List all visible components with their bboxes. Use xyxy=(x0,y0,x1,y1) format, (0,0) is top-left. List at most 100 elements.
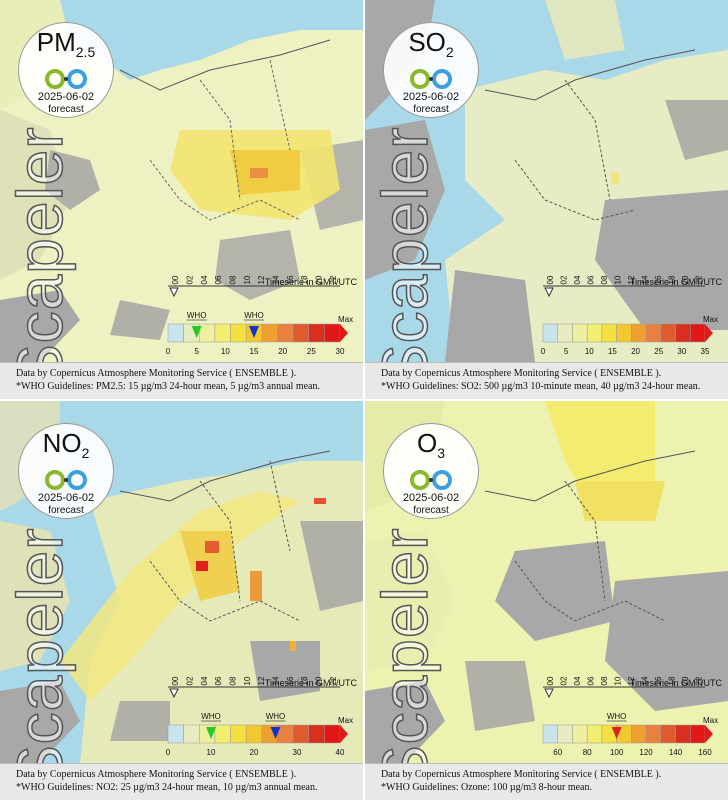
hour-tick-label: 00 xyxy=(546,275,555,284)
scale-swatch xyxy=(167,724,184,744)
scale-tick-label: 10 xyxy=(207,748,216,757)
brand-watermark: Scapeler xyxy=(368,527,442,789)
scale-swatch xyxy=(183,724,200,744)
color-scale-legend: 00 02 04 06 08 10 12 14 16 18 20 22 Max 60 80 100 120 140… xyxy=(535,673,725,768)
scale-tick-label: 15 xyxy=(608,347,617,356)
scale-swatch xyxy=(199,323,216,343)
brand-watermark: Scapeler xyxy=(3,126,77,388)
scale-swatch xyxy=(631,724,647,744)
scale-tick-label: 30 xyxy=(677,347,686,356)
scale-swatch xyxy=(308,724,325,744)
scale-swatch xyxy=(557,323,573,343)
color-scale-legend: 00 02 04 06 08 10 12 14 16 18 20 22 Max 0 5 10 15 20 25 30 W… xyxy=(160,272,360,367)
forecast-date: 2025-06-02 xyxy=(402,492,460,505)
scale-swatch xyxy=(261,323,278,343)
hour-tick-label: 04 xyxy=(200,275,209,284)
forecast-label: forecast xyxy=(48,104,84,116)
scale-tick-label: 0 xyxy=(541,347,546,356)
scale-tick-label: 15 xyxy=(250,347,259,356)
scale-tick-label: 5 xyxy=(564,347,569,356)
hour-tick-label: 10 xyxy=(243,676,252,685)
scale-tick-label: 100 xyxy=(610,748,624,757)
panel-pm25: Scapeler PM2.5 2025-06-02 forecast Times… xyxy=(0,0,363,399)
hour-tick-label: 12 xyxy=(257,275,266,284)
hour-tick-label: 12 xyxy=(627,275,636,284)
pollutant-title: NO2 xyxy=(42,428,90,462)
hour-tick-label: 08 xyxy=(229,275,238,284)
legend-svg: 00 02 04 06 08 10 12 14 16 18 20 22 Max 0 5 10 15 20 25 30 W… xyxy=(166,275,353,356)
scale-swatch xyxy=(167,323,184,343)
scale-swatch xyxy=(277,323,294,343)
scapeler-logo-icon xyxy=(45,69,87,90)
hour-tick-label: 02 xyxy=(559,275,568,284)
who-label: WHO xyxy=(607,712,627,721)
attribution-footer: Data by Copernicus Atmosphere Monitoring… xyxy=(0,362,363,399)
timeserie-label: Timeserie in GMT/UTC xyxy=(629,277,722,287)
pollutant-badge: NO2 2025-06-02 forecast xyxy=(18,423,114,519)
who-guidelines-text: *WHO Guidelines: SO2: 500 µg/m3 10-minut… xyxy=(381,381,701,392)
scale-tick-label: 30 xyxy=(293,748,302,757)
scale-swatch xyxy=(542,724,558,744)
scale-swatch xyxy=(245,724,263,744)
hour-tick-label: 00 xyxy=(171,676,180,685)
scale-tick-label: 60 xyxy=(553,748,562,757)
timeserie-label: Timeserie in GMT/UTC xyxy=(264,678,357,688)
attribution-text: Data by Copernicus Atmosphere Monitoring… xyxy=(381,368,662,379)
legend-svg: 00 02 04 06 08 10 12 14 16 18 20 22 Max 60 80 100 120 140… xyxy=(542,676,718,757)
legend-svg: 00 02 04 06 08 10 12 14 16 18 20 22 Max 0 5 10 15 20 25 30 3… xyxy=(541,275,718,356)
hour-tick-label: 02 xyxy=(186,275,195,284)
scale-swatch xyxy=(690,323,706,343)
current-time-marker xyxy=(169,688,179,699)
scale-swatch xyxy=(292,323,309,343)
scale-swatch xyxy=(660,724,676,744)
hour-tick-label: 12 xyxy=(257,676,266,685)
who-guideline-marker xyxy=(249,326,259,338)
hour-tick-label: 06 xyxy=(586,275,595,284)
scale-swatch xyxy=(324,323,341,343)
pollutant-badge: O3 2025-06-02 forecast xyxy=(383,423,479,519)
who-label: WHO xyxy=(201,712,221,721)
color-scale-legend: 00 02 04 06 08 10 12 14 16 18 20 22 Max 0 10 20 30 40 WHO W… xyxy=(160,673,360,768)
scale-tick-label: 20 xyxy=(631,347,640,356)
forecast-label: forecast xyxy=(413,104,449,116)
hour-tick-label: 10 xyxy=(613,275,622,284)
brand-watermark: Scapeler xyxy=(3,527,77,789)
scale-swatch xyxy=(660,323,676,343)
forecast-date: 2025-06-02 xyxy=(37,91,95,104)
scale-tick-label: 35 xyxy=(701,347,710,356)
hour-tick-label: 14 xyxy=(640,275,649,284)
scapeler-logo-icon xyxy=(45,470,87,491)
scale-swatch xyxy=(308,323,325,343)
scale-swatch xyxy=(675,724,691,744)
hour-tick-label: 20 xyxy=(315,676,324,685)
max-arrow xyxy=(340,324,348,342)
hour-tick-label: 10 xyxy=(613,676,622,685)
hour-tick-label: 06 xyxy=(214,676,223,685)
scale-max-label: Max xyxy=(703,315,718,324)
max-arrow xyxy=(340,725,348,743)
forecast-label: forecast xyxy=(413,505,449,517)
who-guidelines-text: *WHO Guidelines: PM2.5: 15 µg/m3 24-hour… xyxy=(16,381,320,392)
hour-tick-label: 04 xyxy=(573,275,582,284)
panel-so2: Scapeler SO2 2025-06-02 forecast Timeser… xyxy=(365,0,728,399)
who-guideline-marker xyxy=(611,727,622,739)
scale-swatch xyxy=(631,323,647,343)
scale-tick-label: 10 xyxy=(585,347,594,356)
scapeler-logo-icon xyxy=(410,69,452,90)
scale-swatch xyxy=(645,323,662,343)
max-arrow xyxy=(705,324,713,342)
scale-tick-label: 20 xyxy=(278,347,287,356)
who-guidelines-text: *WHO Guidelines: NO2: 25 µg/m3 24-hour m… xyxy=(16,782,318,793)
hour-tick-label: 08 xyxy=(600,275,609,284)
scale-swatch xyxy=(586,724,603,744)
hour-tick-label: 16 xyxy=(286,676,295,685)
hour-tick-label: 14 xyxy=(272,275,281,284)
scale-swatch xyxy=(572,323,588,343)
scale-tick-label: 160 xyxy=(698,748,712,757)
current-time-marker xyxy=(544,688,554,699)
scapeler-logo-icon xyxy=(410,470,452,491)
scale-tick-label: 40 xyxy=(336,748,345,757)
attribution-text: Data by Copernicus Atmosphere Monitoring… xyxy=(381,769,662,780)
hour-tick-label: 08 xyxy=(229,676,238,685)
pollutant-badge: PM2.5 2025-06-02 forecast xyxy=(18,22,114,118)
